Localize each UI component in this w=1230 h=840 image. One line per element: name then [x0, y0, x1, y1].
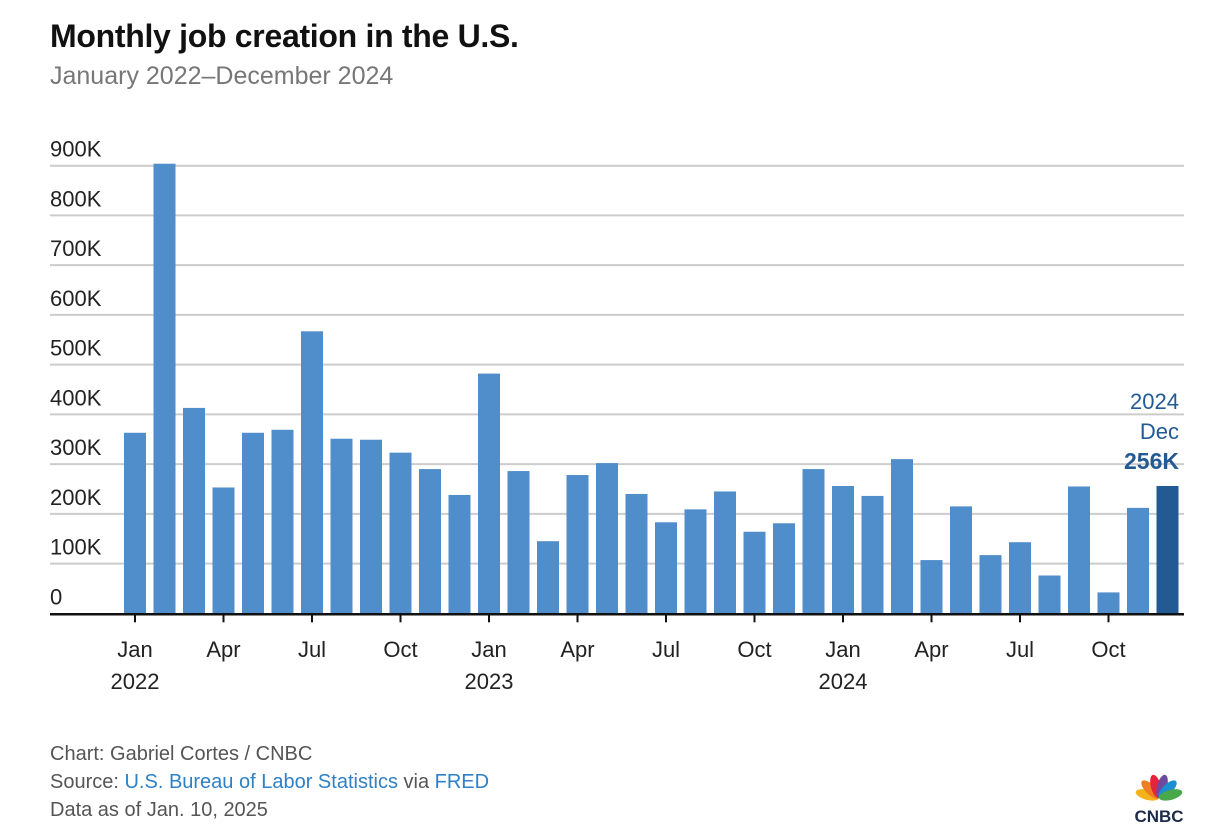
bar	[478, 373, 500, 614]
x-tick-label: Oct	[1091, 637, 1125, 662]
annotation-year: 2024	[1130, 389, 1179, 414]
bar	[743, 531, 766, 614]
x-year-label: 2023	[465, 669, 514, 694]
annotation-month: Dec	[1140, 419, 1179, 444]
bar	[773, 523, 795, 614]
bar-chart: 0 100K 200K 300K 400K 500K 600K 700K 800K 900K Ja…	[50, 137, 1184, 694]
x-year-label: 2022	[111, 669, 160, 694]
x-tick-label: Apr	[914, 637, 948, 662]
y-tick-label: 500K	[50, 336, 102, 361]
bar	[448, 494, 471, 614]
fred-link[interactable]: FRED	[434, 771, 490, 793]
bar	[596, 463, 618, 614]
chart-subtitle: January 2022–December 2024	[50, 62, 394, 90]
bar	[212, 487, 235, 614]
bar	[153, 163, 176, 614]
x-tick-label: Jul	[652, 637, 680, 662]
x-tick-label: Jan	[471, 637, 506, 662]
bars	[124, 163, 1179, 614]
x-tick-label: Oct	[383, 637, 417, 662]
bar	[950, 506, 972, 614]
bar	[124, 432, 146, 614]
y-axis-labels: 0 100K 200K 300K 400K 500K 600K 700K 800K 900K	[50, 137, 102, 610]
bar	[979, 555, 1002, 614]
bar	[242, 432, 264, 614]
y-tick-label: 700K	[50, 236, 102, 261]
chart-title: Monthly job creation in the U.S.	[50, 18, 519, 54]
y-tick-label: 900K	[50, 137, 102, 162]
x-tick-label: Jan	[117, 637, 152, 662]
bar	[655, 522, 677, 614]
bar	[714, 491, 736, 614]
y-tick-label: 400K	[50, 385, 102, 410]
bar	[419, 469, 441, 614]
x-tick-label: Apr	[206, 637, 240, 662]
bar	[360, 439, 382, 614]
bar	[301, 331, 323, 614]
bar	[1068, 486, 1090, 614]
bar	[861, 495, 884, 614]
x-tick-label: Oct	[737, 637, 771, 662]
bar	[507, 471, 530, 614]
data-as-of: Data as of Jan. 10, 2025	[50, 799, 268, 821]
highlight-annotation: 2024 Dec 256K	[1124, 389, 1179, 474]
bar	[566, 475, 589, 614]
x-tick-label: Apr	[560, 637, 594, 662]
x-year-label: 2024	[819, 669, 868, 694]
y-tick-label: 100K	[50, 535, 102, 560]
bar	[832, 485, 854, 614]
bar	[1097, 592, 1120, 614]
peacock-icon	[1135, 774, 1183, 801]
annotation-value: 256K	[1124, 448, 1179, 474]
cnbc-logo: CNBC	[1134, 774, 1184, 826]
bar	[271, 429, 294, 614]
bar	[389, 452, 412, 614]
y-tick-label: 300K	[50, 435, 102, 460]
bar	[1127, 507, 1149, 614]
y-tick-label: 200K	[50, 485, 102, 510]
bar	[802, 469, 825, 614]
bar	[891, 459, 913, 614]
bar-highlight	[1156, 485, 1179, 614]
credit-line: Chart: Gabriel Cortes / CNBC	[50, 743, 313, 765]
y-tick-label: 0	[50, 584, 62, 609]
x-tick-label: Jul	[298, 637, 326, 662]
bar	[684, 509, 707, 614]
bar	[330, 438, 353, 614]
chart-footer: Chart: Gabriel Cortes / CNBC Source: U.S…	[50, 740, 489, 824]
y-tick-label: 600K	[50, 286, 102, 311]
x-tick-label: Jul	[1006, 637, 1034, 662]
bar	[625, 493, 648, 614]
bls-link[interactable]: U.S. Bureau of Labor Statistics	[124, 771, 398, 793]
bar	[183, 407, 205, 614]
source-via: via	[397, 771, 435, 793]
x-axis-ticks: Jan 2022 Apr Jul Oct Jan 2023 Apr Jul Oct Jan 2024 A…	[111, 615, 1126, 694]
bar	[1038, 575, 1061, 614]
bar	[1009, 542, 1031, 614]
source-prefix: Source:	[50, 771, 125, 793]
bar	[537, 541, 559, 614]
source-line: Source: U.S. Bureau of Labor Statistics …	[50, 768, 489, 796]
y-tick-label: 800K	[50, 186, 102, 211]
logo-text: CNBC	[1134, 807, 1183, 826]
x-tick-label: Jan	[825, 637, 860, 662]
bar	[920, 560, 943, 614]
